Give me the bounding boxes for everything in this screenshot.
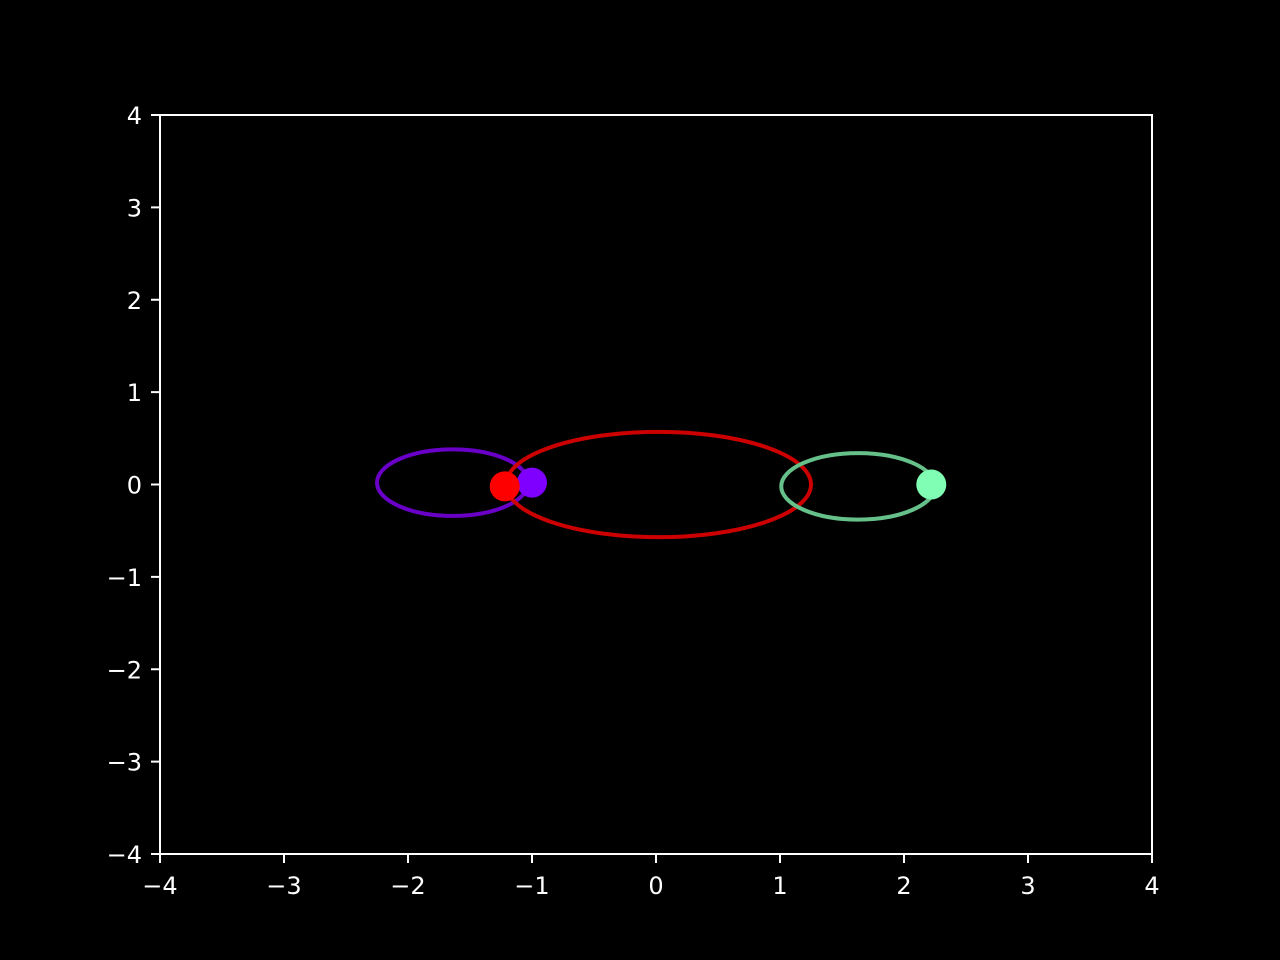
y-tick-label: 1 [127,379,142,407]
x-tick-label: 0 [648,872,663,900]
y-tick-label: −2 [107,656,142,684]
y-tick-label: −1 [107,564,142,592]
y-tick-label: 0 [127,472,142,500]
body-marker-3 [916,470,946,500]
x-tick-label: 1 [772,872,787,900]
x-tick-label: 4 [1144,872,1159,900]
x-tick-label: 2 [896,872,911,900]
x-tick-label: −3 [266,872,301,900]
y-tick-label: −3 [107,749,142,777]
body-marker-1 [517,468,547,498]
y-tick-label: 3 [127,194,142,222]
x-tick-label: −4 [142,872,177,900]
x-tick-label: −2 [390,872,425,900]
x-tick-label: 3 [1020,872,1035,900]
y-tick-label: 2 [127,287,142,315]
x-tick-label: −1 [514,872,549,900]
y-tick-label: 4 [127,102,142,130]
y-tick-label: −4 [107,841,142,869]
body-marker-2 [490,471,520,501]
